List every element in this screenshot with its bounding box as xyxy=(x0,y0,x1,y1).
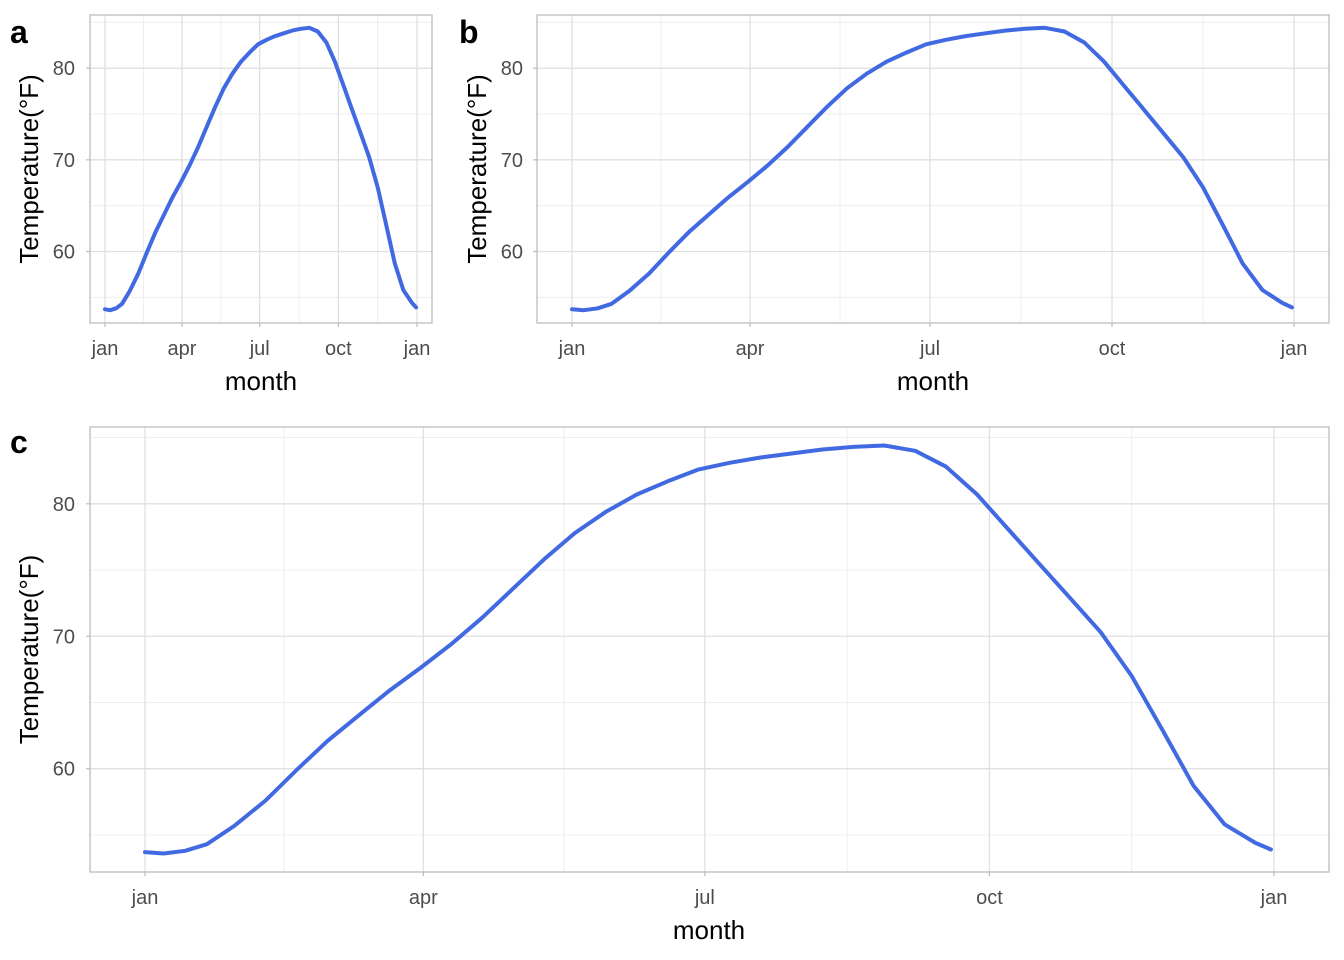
a-ytick-label-2: 80 xyxy=(53,58,75,80)
panel-b-chart: 60 70 80 jan apr jul oct jan month Temperature(°F… xyxy=(462,14,1330,396)
c-ytick-label-1: 70 xyxy=(53,626,75,648)
c-ytick-label-2: 80 xyxy=(53,494,75,516)
c-xtick-label-0: jan xyxy=(131,887,159,909)
b-xtick-label-0: jan xyxy=(558,338,586,360)
a-xtick-label-2: jul xyxy=(249,338,270,360)
c-xtick-label-3: oct xyxy=(976,887,1003,909)
panel-a-chart: 60 70 80 jan apr jul oct jan month Temperature(°F… xyxy=(14,14,433,396)
a-y-axis-title: Temperature(°F) xyxy=(14,74,44,264)
c-x-axis-title: month xyxy=(673,915,745,945)
c-y-axis-title: Temperature(°F) xyxy=(14,555,44,745)
a-xtick-label-3: oct xyxy=(325,338,352,360)
a-xtick-label-0: jan xyxy=(91,338,119,360)
b-temperature-line xyxy=(570,25,1294,313)
c-temperature-line xyxy=(143,443,1273,856)
a-xtick-label-4: jan xyxy=(403,338,431,360)
b-y-axis-title: Temperature(°F) xyxy=(462,74,492,264)
b-xtick-label-3: oct xyxy=(1099,338,1126,360)
c-plot-frame xyxy=(89,426,1330,873)
b-ytick-label-0: 60 xyxy=(501,242,523,264)
a-plot-frame xyxy=(89,14,433,324)
c-xtick-label-1: apr xyxy=(409,887,438,909)
a-x-axis-title: month xyxy=(225,366,297,396)
a-xtick-label-1: apr xyxy=(167,338,196,360)
panel-c-tag: c xyxy=(10,424,28,460)
b-ytick-label-2: 80 xyxy=(501,58,523,80)
a-ytick-label-1: 70 xyxy=(53,150,75,172)
a-ytick-label-0: 60 xyxy=(53,242,75,264)
c-xtick-label-2: jul xyxy=(694,887,715,909)
c-ytick-label-0: 60 xyxy=(53,759,75,781)
b-xtick-label-4: jan xyxy=(1280,338,1308,360)
a-temperature-line xyxy=(103,25,419,313)
b-ytick-label-1: 70 xyxy=(501,150,523,172)
b-plot-frame xyxy=(536,14,1330,324)
panel-a-tag: a xyxy=(10,14,28,50)
b-xtick-label-2: jul xyxy=(919,338,940,360)
panel-b-tag: b xyxy=(459,14,479,50)
b-xtick-label-1: apr xyxy=(736,338,765,360)
b-x-axis-title: month xyxy=(897,366,969,396)
panel-c-chart: 60 70 80 jan apr jul oct jan month Temperature(°F… xyxy=(14,426,1330,945)
c-xtick-label-4: jan xyxy=(1260,887,1288,909)
